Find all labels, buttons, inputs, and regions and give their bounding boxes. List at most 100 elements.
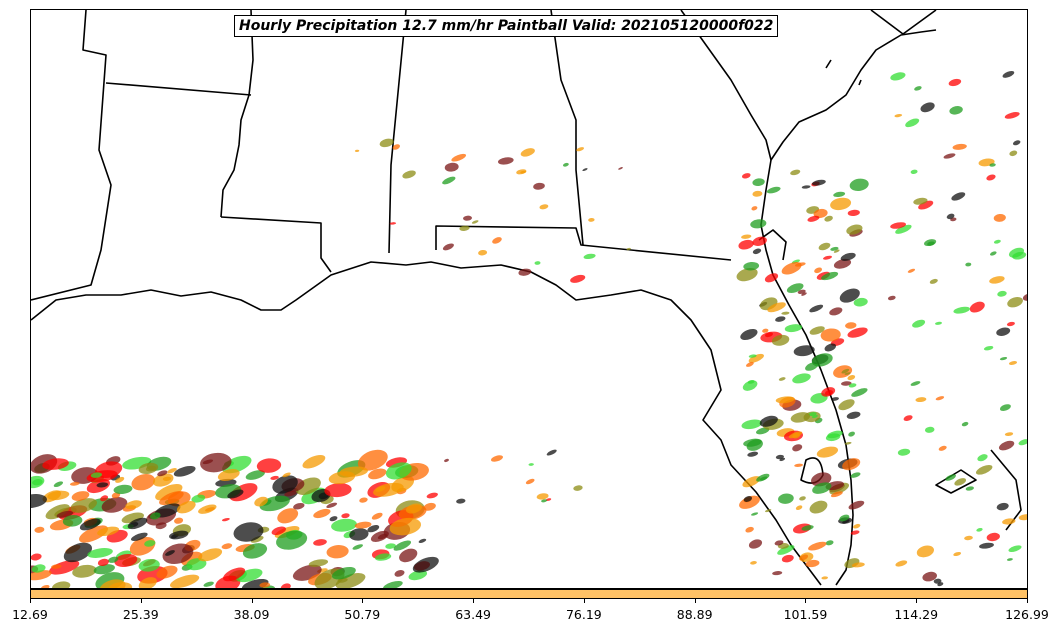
paintball-blob bbox=[97, 526, 120, 537]
paintball-blob bbox=[408, 570, 428, 581]
paintball-blob bbox=[848, 500, 865, 510]
paintball-blob bbox=[1006, 558, 1013, 561]
paintball-blob bbox=[1006, 321, 1015, 327]
paintball-blob bbox=[276, 530, 308, 550]
paintball-blob bbox=[418, 538, 427, 544]
paintball-blob bbox=[997, 290, 1007, 297]
paintball-blob bbox=[842, 458, 861, 471]
paintball-blob bbox=[245, 470, 265, 480]
paintball-blob bbox=[100, 495, 109, 502]
paintball-blob bbox=[492, 237, 502, 244]
map-title: Hourly Precipitation 12.7 mm/hr Paintbal… bbox=[234, 15, 779, 37]
paintball-blob bbox=[114, 553, 138, 568]
paintball-blob bbox=[354, 521, 372, 529]
paintball-blob bbox=[772, 571, 783, 576]
paintball-blob bbox=[799, 496, 806, 501]
paintball-blob bbox=[1002, 70, 1015, 78]
paintball-blob bbox=[280, 583, 291, 588]
paintball-blob bbox=[405, 503, 423, 514]
paintball-blob bbox=[72, 564, 97, 578]
colorbar-tick-label: 63.49 bbox=[455, 607, 492, 622]
paintball-blob bbox=[379, 138, 394, 148]
paintball-blob bbox=[821, 387, 836, 397]
paintball-blob bbox=[588, 217, 595, 222]
paintball-blob bbox=[130, 532, 148, 541]
paintball-blob bbox=[961, 421, 969, 427]
paintball-blob bbox=[108, 556, 119, 563]
paintball-blob bbox=[918, 200, 934, 210]
paintball-blob bbox=[459, 225, 470, 231]
paintball-blob bbox=[808, 541, 827, 551]
paintball-blob bbox=[953, 306, 970, 314]
paintball-blob bbox=[916, 545, 934, 558]
paintball-blob bbox=[849, 178, 869, 192]
colorbar-tick-label: 101.59 bbox=[783, 607, 828, 622]
colorbar-tick bbox=[805, 599, 807, 603]
paintball-blob bbox=[97, 558, 109, 567]
paintball-blob bbox=[156, 565, 178, 579]
paintball-blob bbox=[456, 498, 466, 504]
paintball-blob bbox=[93, 564, 115, 575]
paintball-blob bbox=[127, 517, 148, 530]
paintball-blob bbox=[790, 412, 811, 423]
paintball-blob bbox=[812, 179, 826, 186]
paintball-blob bbox=[155, 522, 167, 530]
paintball-blob bbox=[392, 144, 400, 150]
paintball-blob bbox=[1004, 112, 1020, 119]
paintball-blob bbox=[853, 523, 861, 529]
paintball-blob bbox=[948, 78, 962, 87]
paintball-blob bbox=[383, 580, 403, 588]
paintball-blob bbox=[313, 539, 327, 546]
paintball-blob bbox=[626, 247, 631, 251]
paintball-blob bbox=[125, 500, 142, 510]
paintball-blob bbox=[915, 397, 927, 403]
paintball-blob bbox=[582, 168, 588, 172]
paintball-blob bbox=[830, 246, 839, 251]
paintball-blob bbox=[51, 564, 62, 569]
paintball-blob bbox=[823, 255, 832, 260]
paintball-blob bbox=[752, 236, 767, 246]
paintball-blob bbox=[152, 473, 174, 487]
paintball-blob bbox=[847, 209, 860, 217]
paintball-blob bbox=[821, 576, 828, 580]
colorbar-tick-label: 114.29 bbox=[894, 607, 939, 622]
paintball-blob bbox=[169, 574, 200, 588]
paintball-blob bbox=[794, 463, 803, 467]
paintball-blob bbox=[990, 251, 997, 256]
paintball-blob bbox=[952, 143, 967, 150]
paintball-blob bbox=[751, 206, 758, 211]
paintball-blob bbox=[850, 472, 861, 478]
paintball-blob bbox=[113, 484, 133, 495]
paintball-blob bbox=[801, 292, 807, 296]
paintball-blob bbox=[838, 399, 855, 411]
paintball-blob bbox=[394, 570, 405, 577]
colorbar-tick-label: 50.79 bbox=[344, 607, 381, 622]
paintball-blob bbox=[824, 215, 833, 222]
coastline-florida-east bbox=[760, 159, 854, 586]
colorbar-tick bbox=[473, 599, 475, 603]
paintball-blob bbox=[748, 354, 757, 358]
paintball-blob bbox=[848, 431, 855, 437]
paintball-blob bbox=[989, 163, 996, 167]
colorbar-tick bbox=[30, 599, 31, 603]
paintball-blob bbox=[324, 483, 352, 498]
paintball-blob bbox=[516, 169, 527, 175]
colorbar-tick-label: 25.39 bbox=[122, 607, 159, 622]
paintball-blob bbox=[833, 191, 846, 198]
paintball-blob bbox=[618, 167, 623, 170]
paintball-blob bbox=[191, 494, 206, 503]
paintball-blob bbox=[167, 467, 177, 474]
paintball-blob bbox=[546, 449, 557, 456]
paintball-blob bbox=[781, 554, 794, 563]
paintball-blob bbox=[996, 502, 1009, 511]
paintball-blob bbox=[792, 373, 811, 384]
paintball-blob bbox=[1008, 361, 1018, 365]
paintball-blob bbox=[793, 345, 815, 357]
paintball-blob bbox=[326, 502, 338, 509]
paintball-blob bbox=[375, 486, 386, 492]
paintball-blob bbox=[839, 288, 860, 303]
paintball-blob bbox=[202, 459, 214, 465]
paintball-blob bbox=[946, 213, 955, 220]
paintball-blob bbox=[242, 543, 268, 559]
paintball-blob bbox=[809, 326, 825, 335]
